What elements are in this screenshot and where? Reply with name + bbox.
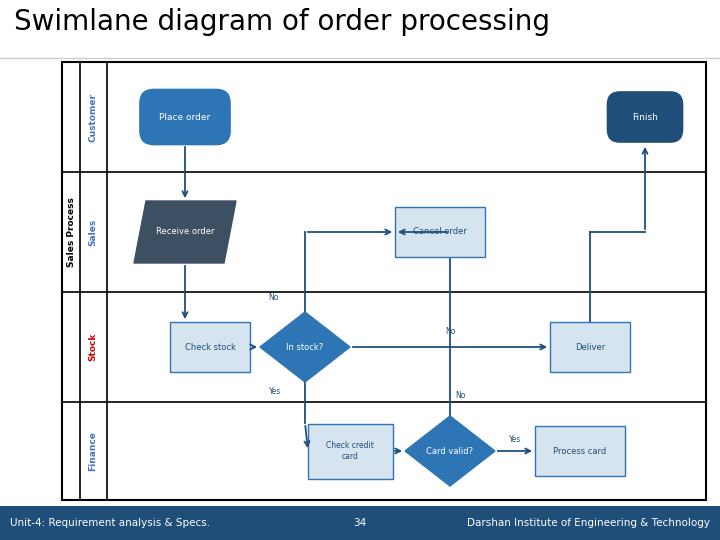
Bar	[170, 322, 250, 372]
Text: Deliver: Deliver	[575, 342, 605, 352]
Text: Cancel order: Cancel order	[413, 227, 467, 237]
Text: Receive order: Receive order	[156, 227, 215, 237]
Text: Yes: Yes	[509, 435, 521, 443]
Text: 34: 34	[354, 518, 366, 528]
Text: Darshan Institute of Engineering & Technology: Darshan Institute of Engineering & Techn…	[467, 518, 710, 528]
Text: Sales: Sales	[89, 218, 97, 246]
Bar	[0, 506, 720, 540]
Text: Customer: Customer	[89, 92, 97, 141]
FancyBboxPatch shape	[608, 92, 683, 142]
Bar	[535, 426, 625, 476]
Polygon shape	[260, 312, 350, 382]
Text: Finish: Finish	[632, 112, 658, 122]
Bar	[307, 423, 392, 478]
Text: Stock: Stock	[89, 333, 97, 361]
Text: Check credit
card: Check credit card	[326, 441, 374, 461]
Text: Process card: Process card	[554, 447, 607, 456]
Text: Check stock: Check stock	[184, 342, 235, 352]
Text: Swimlane diagram of order processing: Swimlane diagram of order processing	[14, 8, 550, 36]
Text: Place order: Place order	[159, 112, 211, 122]
Bar	[395, 207, 485, 257]
Polygon shape	[405, 416, 495, 486]
Text: No: No	[445, 327, 455, 335]
Text: Finance: Finance	[89, 431, 97, 471]
Polygon shape	[134, 201, 236, 263]
FancyBboxPatch shape	[140, 90, 230, 145]
Bar	[62, 62, 706, 500]
Text: Yes: Yes	[269, 388, 281, 396]
Bar	[550, 322, 630, 372]
Text: No: No	[455, 392, 465, 401]
Text: In stock?: In stock?	[287, 342, 323, 352]
Text: Sales Process: Sales Process	[66, 197, 76, 267]
Text: Card valid?: Card valid?	[426, 447, 474, 456]
Text: No: No	[268, 293, 278, 301]
Text: Unit-4: Requirement analysis & Specs.: Unit-4: Requirement analysis & Specs.	[10, 518, 210, 528]
